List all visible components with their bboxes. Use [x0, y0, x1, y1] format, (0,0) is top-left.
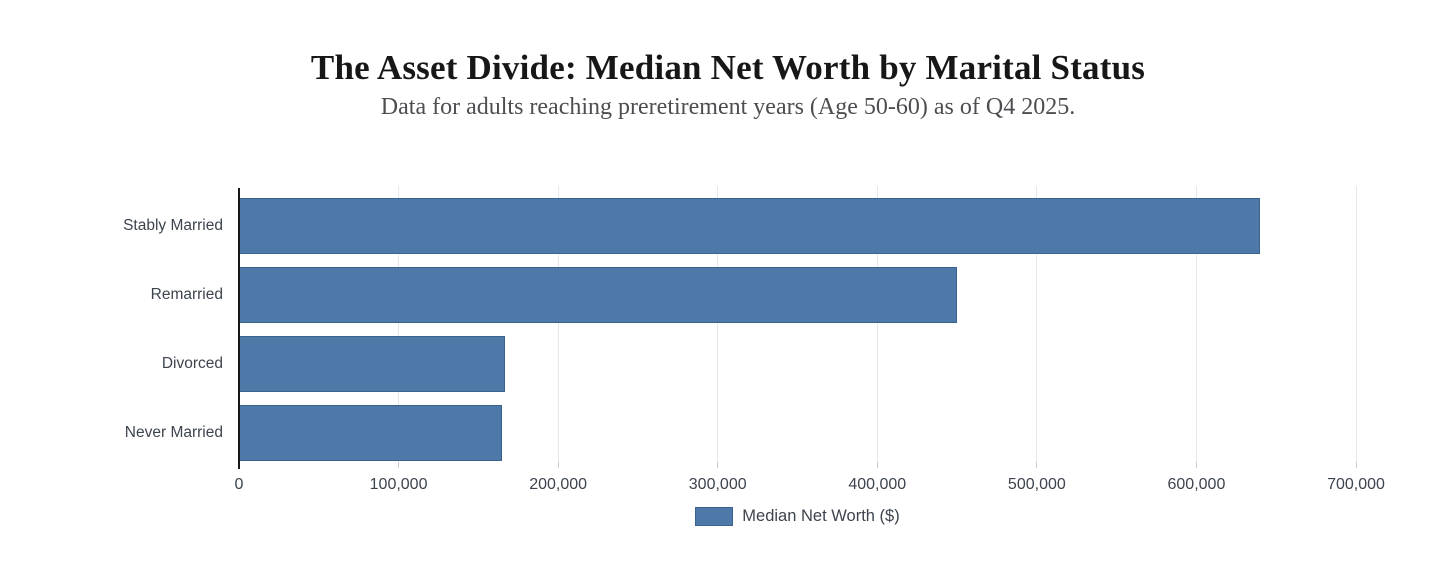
- bar-divorced: [239, 336, 506, 392]
- legend: Median Net Worth ($): [239, 507, 1356, 526]
- y-axis-line: [238, 188, 240, 469]
- legend-swatch: [695, 507, 734, 526]
- bar-never-married: [239, 405, 503, 461]
- bar-remarried: [239, 267, 958, 323]
- legend-label: Median Net Worth ($): [742, 507, 900, 525]
- y-axis-label-divorced: Divorced: [161, 355, 223, 372]
- x-axis-tick-label: 400,000: [848, 476, 907, 493]
- gridline: [1036, 186, 1038, 462]
- x-axis-tick-label: 0: [234, 476, 244, 493]
- x-axis-tick: [1355, 462, 1357, 468]
- chart-subtitle: Data for adults reaching preretirement y…: [380, 94, 1076, 120]
- x-axis-tick: [557, 462, 559, 468]
- y-axis-label-stably-married: Stably Married: [123, 217, 223, 234]
- chart-title: The Asset Divide: Median Net Worth by Ma…: [310, 48, 1146, 87]
- gridline: [1195, 186, 1197, 462]
- x-axis-tick-label: 100,000: [369, 476, 428, 493]
- x-axis-tick-label: 500,000: [1007, 476, 1066, 493]
- x-axis-tick-label: 600,000: [1167, 476, 1226, 493]
- gridline: [717, 186, 719, 462]
- bar-stably-married: [239, 198, 1261, 254]
- x-axis-tick-label: 700,000: [1327, 476, 1385, 493]
- x-axis-tick: [398, 462, 400, 468]
- y-axis-label-never-married: Never Married: [124, 424, 223, 441]
- gridline: [1355, 186, 1357, 462]
- x-axis-tick-label: 200,000: [529, 476, 588, 493]
- gridline: [557, 186, 559, 462]
- x-axis-tick: [876, 462, 878, 468]
- x-axis-tick: [1195, 462, 1197, 468]
- x-axis-tick: [717, 462, 719, 468]
- x-axis-tick: [1036, 462, 1038, 468]
- x-axis-tick-label: 300,000: [688, 476, 747, 493]
- gridline: [876, 186, 878, 462]
- y-axis-label-remarried: Remarried: [150, 286, 223, 303]
- gridline: [398, 186, 400, 462]
